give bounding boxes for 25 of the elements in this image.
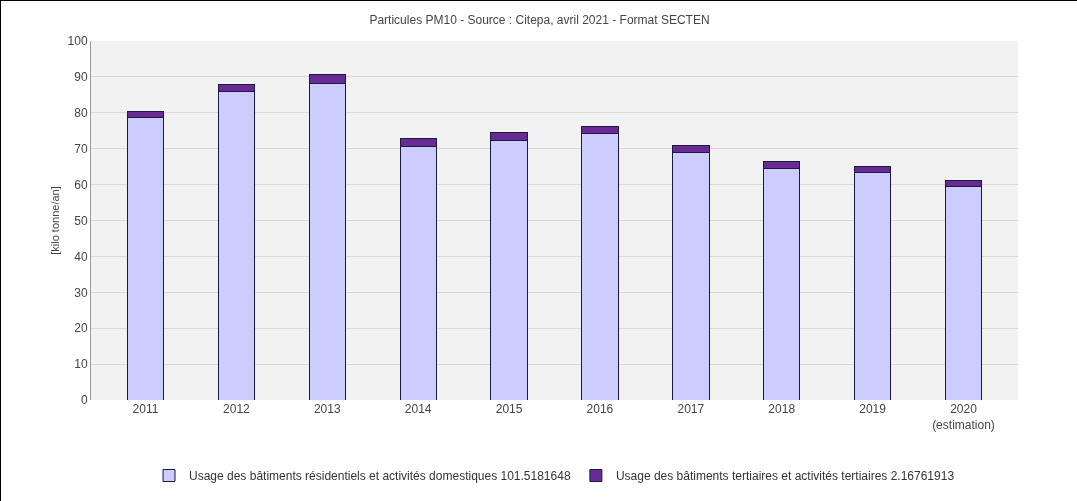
legend-label: Usage des bâtiments tertiaires et activités tertiaires 2.16761913 bbox=[615, 469, 955, 484]
x-tick-label: 2019 bbox=[859, 402, 887, 416]
x-tick-label: 2017 bbox=[677, 402, 705, 416]
legend-label: Usage des bâtiments résidentiels et activités domestiques 101.5181648 bbox=[189, 469, 571, 484]
y-tick-label: 20 bbox=[74, 321, 88, 336]
x-tick-label: 2016 bbox=[586, 402, 614, 416]
x-tick-label: 2015 bbox=[495, 402, 523, 416]
y-tick-label: 60 bbox=[74, 177, 88, 192]
x-tick-label: 2012 bbox=[223, 402, 251, 416]
y-tick-label: 40 bbox=[74, 249, 88, 264]
y-axis-title: [kilo tonne/an] bbox=[49, 186, 61, 255]
x-tick-label: 2014 bbox=[404, 402, 432, 416]
y-tick-label: 0 bbox=[80, 393, 88, 408]
y-tick-label: 80 bbox=[74, 106, 88, 120]
x-tick-label: 2018 bbox=[768, 402, 796, 416]
x-tick-label: 2011 bbox=[132, 402, 159, 416]
y-tick-label: 70 bbox=[74, 141, 88, 156]
x-tick-label: 2013 bbox=[313, 402, 341, 416]
x-tick-label: 2020 (estimation) bbox=[932, 402, 995, 432]
chart-title: Particules PM10 - Source : Citepa, avril 2021 - Format SECTEN bbox=[369, 13, 710, 28]
y-tick-label: 10 bbox=[74, 357, 88, 372]
y-tick-label: 90 bbox=[74, 70, 88, 85]
y-tick-label: 30 bbox=[74, 285, 88, 300]
y-tick-label: 100 bbox=[67, 34, 88, 49]
y-tick-label: 50 bbox=[74, 213, 88, 228]
